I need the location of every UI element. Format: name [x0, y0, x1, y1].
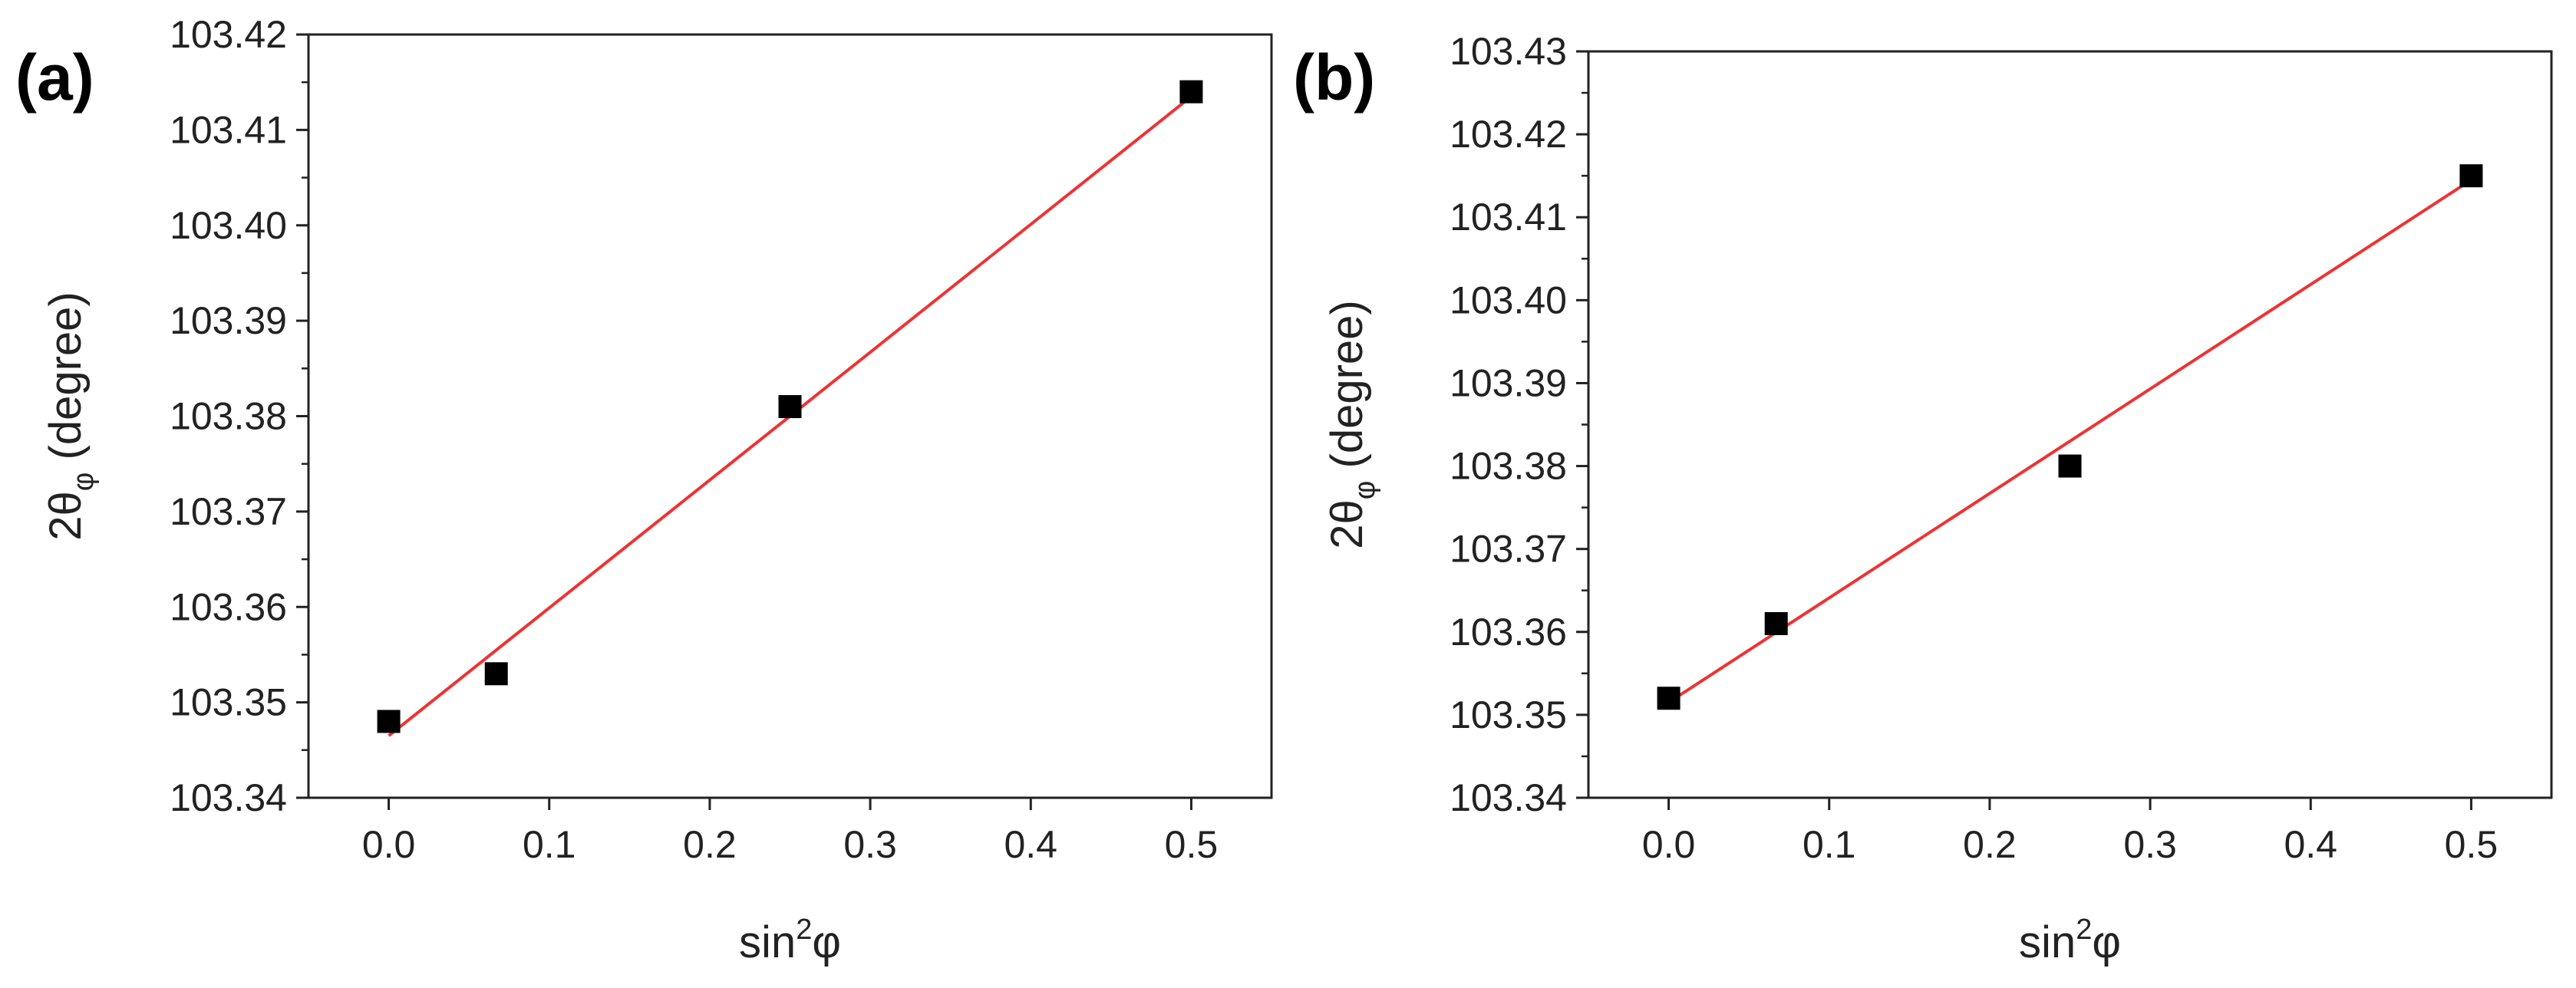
panel-a-ytick-label: 103.36: [170, 585, 287, 628]
panel-b-xlabel: sin2φ: [2019, 914, 2121, 967]
panel-b-ytick-label: 103.39: [1450, 361, 1567, 404]
panel-a-data-point: [778, 395, 802, 419]
panel-a-ytick-label: 103.38: [170, 395, 287, 438]
panel-a-data-point: [1179, 80, 1203, 104]
panel-b-xlabel-sup: 2: [2076, 914, 2092, 946]
panel-a-ytick-label: 103.39: [170, 299, 287, 342]
panel-b-ytick-label: 103.40: [1450, 278, 1567, 321]
panel-b-data-point: [1764, 611, 1788, 635]
panel-a-xlabel-tail: φ: [812, 917, 841, 967]
panel-b-label: (b): [1293, 41, 1375, 114]
panel-a-xtick-label: 0.1: [523, 823, 576, 866]
panel-b-xtick-label: 0.4: [2284, 823, 2337, 866]
panel-a-data-point: [377, 710, 401, 733]
panel-a-xtick-label: 0.2: [683, 823, 737, 866]
panel-a-ytick-label: 103.34: [170, 776, 287, 819]
panel-a-ytick-label: 103.41: [170, 108, 287, 151]
panel-b-ylabel-sub: φ: [1349, 481, 1381, 500]
panel-b-xlabel-main: sin: [2019, 917, 2076, 967]
panel-a-xtick-label: 0.4: [1004, 823, 1057, 866]
panel-b-ytick-label: 103.37: [1450, 528, 1567, 571]
panel-b-ytick-label: 103.36: [1450, 611, 1567, 654]
panel-b-ylabel: 2θφ (degree): [1322, 300, 1381, 549]
panel-a-xtick-label: 0.0: [362, 823, 416, 866]
panel-b-xtick-label: 0.1: [1803, 823, 1856, 866]
panel-b-xtick-label: 0.2: [1963, 823, 2017, 866]
panel-b-ytick-label: 103.34: [1450, 776, 1567, 819]
panel-a-ytick-label: 103.37: [170, 490, 287, 533]
panel-b-fit-line: [1667, 178, 2472, 704]
panel-a-ytick-label: 103.40: [170, 204, 287, 247]
panel-b-data-point: [2058, 454, 2082, 478]
panel-a-ytick-label: 103.42: [170, 13, 287, 56]
panel-a-ytick-label: 103.35: [170, 681, 287, 724]
panel-b-xtick-label: 0.0: [1642, 823, 1696, 866]
panel-a-xlabel-main: sin: [739, 917, 796, 967]
panel-a-xlabel-sup: 2: [796, 914, 812, 946]
panel-b-ytick-label: 103.43: [1450, 30, 1567, 73]
panel-a: 0.0 0.1 0.2 0.3 0.4 0.5 103.34 103.35 103.36 103.…: [15, 13, 1273, 967]
panel-a-xlabel: sin2φ: [739, 914, 841, 967]
panel-b-xtick-label: 0.5: [2445, 823, 2498, 866]
panel-b-frame: [1587, 50, 2553, 799]
panel-b-data-point: [2459, 164, 2483, 188]
panel-b: 0.0 0.1 0.2 0.3 0.4 0.5 103.34 103.35 103.36 103.…: [1293, 30, 2553, 967]
panel-a-xtick-label: 0.5: [1165, 823, 1219, 866]
panel-b-ytick-label: 103.42: [1450, 113, 1567, 156]
panel-b-ytick-label: 103.35: [1450, 693, 1567, 736]
panel-b-ytick-label: 103.41: [1450, 196, 1567, 239]
panel-b-ylabel-main: 2θ: [1322, 499, 1372, 549]
panel-b-data-point: [1657, 687, 1681, 710]
panel-a-ylabel-tail: (degree): [41, 291, 91, 472]
panel-b-xlabel-tail: φ: [2092, 917, 2121, 967]
panel-b-ytick-label: 103.38: [1450, 445, 1567, 488]
panel-a-ylabel-main: 2θ: [41, 491, 91, 541]
panel-a-data-point: [484, 662, 508, 686]
panel-a-label: (a): [15, 41, 94, 114]
panel-b-xtick-label: 0.3: [2123, 823, 2177, 866]
panel-a-xtick-label: 0.3: [843, 823, 897, 866]
panel-b-ylabel-tail: (degree): [1322, 300, 1372, 480]
panel-a-ylabel: 2θφ (degree): [41, 291, 100, 541]
panel-a-ylabel-sub: φ: [68, 473, 100, 492]
